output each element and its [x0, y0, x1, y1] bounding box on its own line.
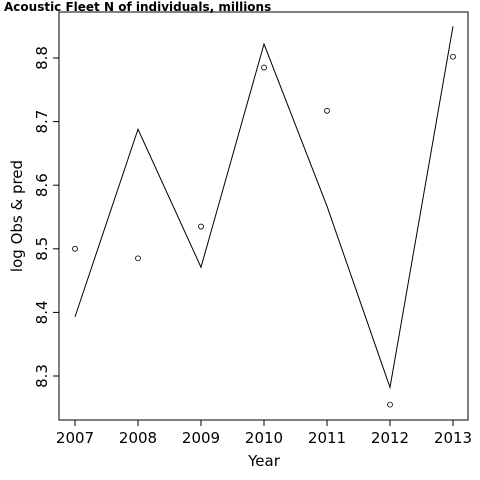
data-point — [198, 223, 204, 230]
y-tick-label: 8.3 — [33, 364, 51, 388]
data-point — [387, 401, 393, 408]
x-tick-label: 2013 — [434, 429, 472, 447]
y-tick-label: 8.4 — [33, 300, 51, 324]
data-point — [450, 53, 456, 60]
x-axis: 2007 2008 2009 2010 2011 2012 2013 — [56, 420, 472, 447]
data-point — [135, 255, 141, 262]
y-tick-label: 8.7 — [33, 110, 51, 134]
y-tick-label: 8.6 — [33, 173, 51, 197]
y-tick-label: 8.8 — [33, 46, 51, 70]
plot-frame — [58, 11, 469, 421]
x-tick-label: 2007 — [56, 429, 94, 447]
x-axis-title: Year — [247, 452, 281, 470]
x-tick-label: 2010 — [245, 429, 283, 447]
data-point — [324, 107, 330, 114]
x-tick-label: 2011 — [308, 429, 346, 447]
data-point — [261, 64, 267, 71]
series-line — [74, 26, 454, 390]
x-tick-label: 2008 — [119, 429, 157, 447]
y-axis: 8.3 8.4 8.5 8.6 8.7 8.8 — [33, 46, 59, 388]
x-tick-label: 2009 — [182, 429, 220, 447]
series-layer — [72, 26, 456, 408]
y-tick-label: 8.5 — [33, 237, 51, 261]
x-tick-label: 2012 — [371, 429, 409, 447]
y-axis-title: log Obs & pred — [8, 160, 26, 272]
chart-title: Acoustic Fleet N of individuals, million… — [4, 0, 271, 14]
data-point — [72, 245, 78, 252]
